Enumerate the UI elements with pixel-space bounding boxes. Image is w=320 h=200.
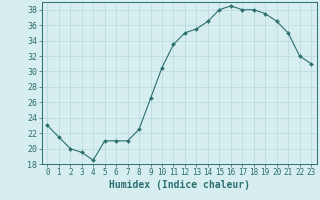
X-axis label: Humidex (Indice chaleur): Humidex (Indice chaleur)	[109, 180, 250, 190]
